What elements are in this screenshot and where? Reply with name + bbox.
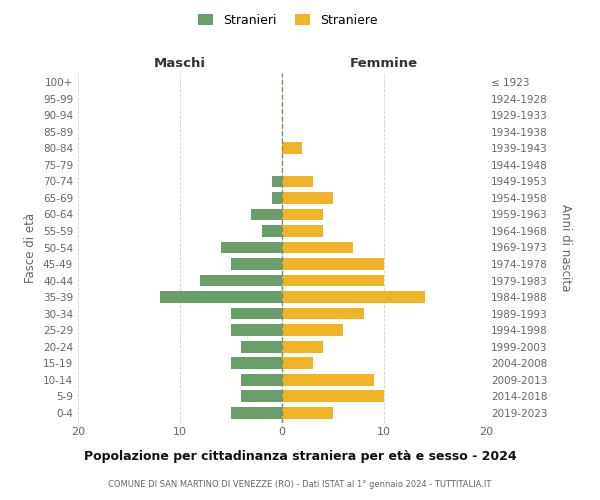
Text: Popolazione per cittadinanza straniera per età e sesso - 2024: Popolazione per cittadinanza straniera p… [83,450,517,463]
Bar [231,357,282,369]
Bar [231,308,282,320]
Y-axis label: Fasce di età: Fasce di età [25,212,37,282]
Bar [282,274,384,286]
Bar [282,225,323,237]
Bar [200,274,282,286]
Text: Maschi: Maschi [154,57,206,70]
Bar [241,374,282,386]
Bar [282,357,313,369]
Bar [160,291,282,303]
Bar [282,192,333,204]
Bar [282,291,425,303]
Bar [282,406,333,418]
Bar [282,374,374,386]
Bar [282,242,353,254]
Bar [272,176,282,188]
Bar [262,225,282,237]
Legend: Stranieri, Straniere: Stranieri, Straniere [193,8,383,32]
Bar [231,406,282,418]
Bar [221,242,282,254]
Bar [231,258,282,270]
Bar [251,208,282,220]
Bar [282,340,323,352]
Bar [282,208,323,220]
Bar [282,390,384,402]
Bar [282,324,343,336]
Bar [272,192,282,204]
Bar [282,142,302,154]
Y-axis label: Anni di nascita: Anni di nascita [559,204,572,291]
Bar [241,340,282,352]
Bar [231,324,282,336]
Bar [241,390,282,402]
Text: COMUNE DI SAN MARTINO DI VENEZZE (RO) - Dati ISTAT al 1° gennaio 2024 - TUTTITAL: COMUNE DI SAN MARTINO DI VENEZZE (RO) - … [109,480,491,489]
Bar [282,308,364,320]
Bar [282,258,384,270]
Text: Femmine: Femmine [350,57,418,70]
Bar [282,176,313,188]
